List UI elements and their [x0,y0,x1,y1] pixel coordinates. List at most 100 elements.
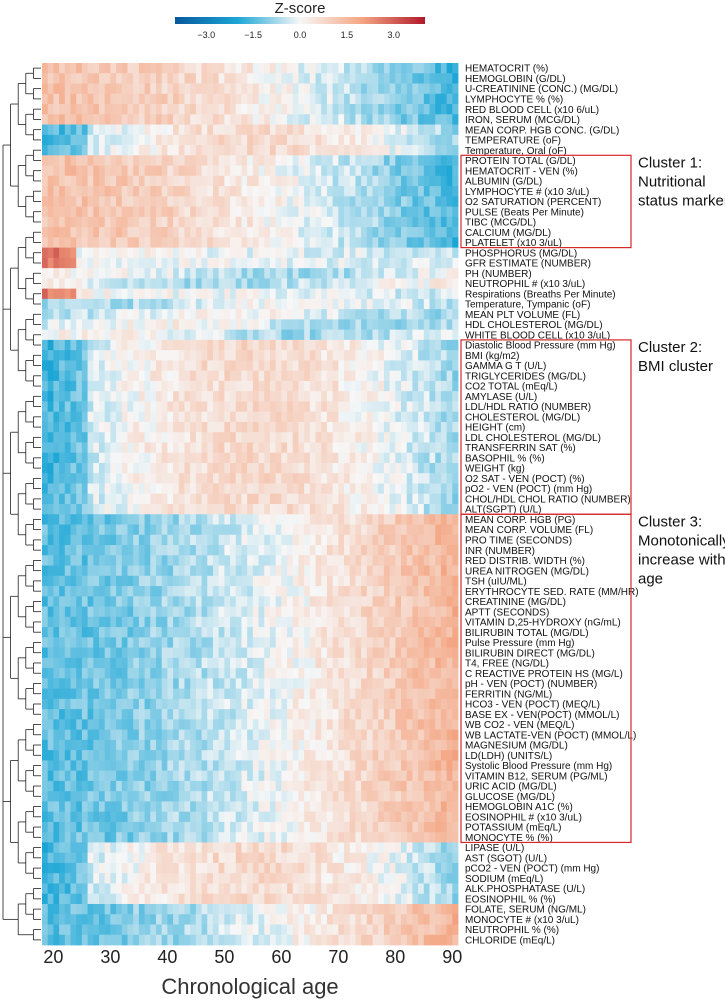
heatmap-cell [241,657,248,669]
heatmap-cell [326,175,334,187]
heatmap-cell [372,278,379,290]
heatmap-cell [355,534,362,546]
heatmap-cell [121,227,128,238]
heatmap-cell [98,329,106,341]
heatmap-cell [435,93,442,105]
heatmap-cell [281,114,288,125]
heatmap-cell [292,483,299,495]
heatmap-cell [59,575,66,587]
heatmap-cell [195,514,202,525]
heatmap-cell [190,329,197,341]
heatmap-cell [64,637,71,648]
heatmap-cell [366,350,373,361]
heatmap-cell [309,555,316,566]
heatmap-cell [81,616,88,628]
heatmap-cell [190,657,197,669]
heatmap-cell [292,575,299,587]
heatmap-cell [281,93,288,105]
heatmap-cell [281,524,288,536]
heatmap-cell [361,504,368,515]
heatmap-cell [281,186,288,197]
heatmap-cell [435,196,442,207]
heatmap-cell [138,391,145,402]
heatmap-cell [224,524,231,536]
heatmap-cell [321,668,328,679]
heatmap-cell [42,637,49,648]
heatmap-cell [195,360,202,372]
heatmap-cell [235,63,242,74]
heatmap-cell [412,596,419,607]
heatmap-cell [167,124,174,136]
heatmap-cell [224,709,231,720]
heatmap-cell [349,186,356,197]
heatmap-cell [252,688,259,700]
heatmap-cell [116,257,123,269]
heatmap-cell [332,268,339,279]
heatmap-cell [338,575,345,587]
heatmap-cell [173,473,180,484]
heatmap-cell [98,186,106,197]
heatmap-cell [372,616,379,628]
heatmap-cell [344,668,351,679]
heatmap-cell [435,104,442,115]
heatmap-cell [332,545,339,556]
heatmap-cell [207,586,214,597]
heatmap-cell [264,534,271,546]
heatmap-cell [344,145,351,156]
heatmap-cell [42,370,49,382]
heatmap-cell [446,63,453,74]
heatmap-cell [161,657,168,669]
heatmap-cell [53,319,60,331]
heatmap-cell [435,606,442,618]
heatmap-cell [230,145,237,156]
heatmap-cell [173,493,180,505]
heatmap-cell [252,73,259,84]
heatmap-cell [127,339,134,351]
heatmap-cell [195,104,202,115]
heatmap-cell [304,73,311,84]
heatmap-cell [269,657,277,669]
heatmap-cell [235,73,242,84]
heatmap-cell [235,637,242,648]
heatmap-cell [395,668,402,679]
heatmap-cell [144,114,151,125]
heatmap-cell [332,719,339,731]
heatmap-cell [383,339,391,351]
heatmap-cell [446,586,453,597]
heatmap-cell [332,678,339,690]
heatmap-cell [321,104,328,115]
heatmap-cell [304,216,311,228]
heatmap-cell [121,268,128,279]
heatmap-cell [230,63,237,74]
heatmap-cell [258,247,265,259]
heatmap-cell [446,545,453,556]
heatmap-cell [361,493,368,505]
heatmap-cell [423,370,430,382]
heatmap-cell [235,134,242,146]
heatmap-cell [76,134,83,146]
heatmap-cell [292,442,299,454]
heatmap-cell [344,596,351,607]
heatmap-cell [110,114,117,125]
heatmap-cell [116,319,123,331]
heatmap-cell [378,411,385,423]
heatmap-cell [258,360,265,372]
heatmap-cell [138,309,145,320]
heatmap-cell [281,462,288,474]
heatmap-cell [87,278,94,290]
heatmap-cell [116,452,123,464]
heatmap-cell [235,586,242,597]
heatmap-cell [315,709,322,720]
heatmap-cell [155,678,163,690]
heatmap-cell [264,83,271,95]
heatmap-cell [64,596,71,607]
heatmap-cell [47,596,54,607]
heatmap-cell [252,421,259,433]
heatmap-cell [42,380,49,392]
heatmap-cell [144,688,151,700]
heatmap-cell [98,391,106,402]
heatmap-cell [298,688,305,700]
heatmap-cell [241,298,248,310]
heatmap-cell [309,186,316,197]
heatmap-cell [173,391,180,402]
